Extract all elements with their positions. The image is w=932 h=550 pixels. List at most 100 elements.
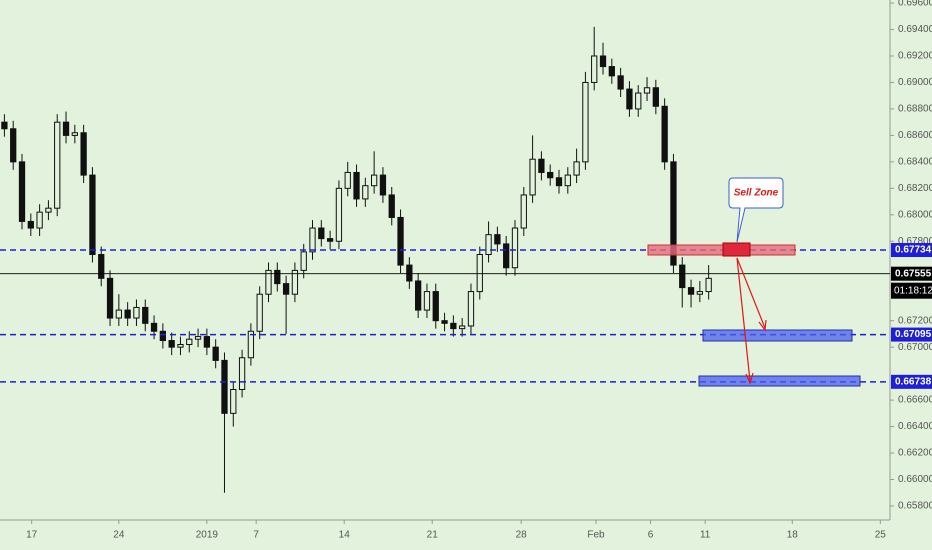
y-tick-label: 0.66200: [898, 448, 932, 459]
candle-body: [221, 359, 228, 414]
plot-area: [0, 26, 890, 493]
price-level-tag: [891, 327, 932, 342]
arrow-head: [758, 319, 767, 332]
y-tick-label: 0.68800: [898, 104, 932, 115]
x-tick-label: 11: [700, 530, 711, 541]
candle-body: [291, 269, 299, 295]
candle-body: [705, 277, 712, 293]
candle-body: [415, 280, 422, 311]
x-tick-label: 18: [787, 530, 799, 541]
x-tick-label: 24: [113, 530, 125, 541]
candle-body: [599, 55, 607, 68]
candle-body: [617, 75, 624, 90]
candle-body: [353, 171, 360, 200]
candle-body: [230, 389, 237, 414]
x-tick-label: Feb: [587, 530, 605, 541]
candle-body: [142, 306, 149, 324]
candle-body: [388, 194, 395, 218]
x-tick-label: 25: [875, 530, 887, 541]
candle-body: [309, 227, 316, 253]
candle-body: [80, 132, 87, 176]
target-box: [698, 375, 861, 387]
countdown-tag: [891, 282, 932, 299]
callout: [728, 177, 784, 243]
y-tick-label: 0.66000: [898, 474, 932, 485]
candle-body: [520, 194, 527, 229]
candle-body: [344, 171, 351, 189]
y-tick-label: 0.68000: [898, 209, 932, 220]
x-tick-label: 14: [339, 530, 351, 541]
y-tick-label: 0.69600: [898, 0, 932, 9]
candle-body: [300, 251, 307, 271]
x-tick-label: 2019: [196, 530, 219, 541]
candle-body: [450, 322, 457, 330]
candle-body: [494, 234, 501, 245]
candle-body: [106, 277, 114, 319]
drawings: Sell Zone: [647, 177, 861, 387]
candle-body: [256, 293, 263, 332]
y-tick-label: 0.68400: [898, 157, 932, 168]
y-tick-label: 0.68600: [898, 130, 932, 141]
candle-body: [124, 309, 131, 319]
candle-body: [485, 234, 492, 256]
candle-body: [71, 132, 78, 136]
candle-body: [476, 254, 483, 293]
candle-body: [432, 291, 439, 322]
candle-body: [370, 174, 378, 187]
candle-body: [1, 121, 8, 130]
candle-body: [98, 254, 105, 279]
candle-body: [194, 336, 202, 340]
candle-body: [564, 174, 571, 187]
x-tick-label: 6: [648, 530, 654, 541]
y-tick-label: 0.69000: [898, 77, 932, 88]
candle-body: [379, 174, 387, 196]
callout-text: Sell Zone: [734, 188, 779, 199]
candle-body: [274, 269, 281, 285]
candle-body: [503, 243, 510, 269]
candle-body: [318, 227, 325, 240]
candle-body: [661, 105, 668, 163]
countdown: 01:18:12: [894, 285, 932, 296]
candle-body: [423, 291, 431, 311]
y-tick-label: 0.67800: [898, 236, 932, 247]
candle-body: [696, 291, 703, 295]
candle-body: [36, 211, 43, 229]
price-level-label: 0.67555: [895, 268, 932, 279]
entry-box: [722, 242, 751, 257]
candle-body: [459, 325, 466, 330]
candle-body: [406, 264, 413, 282]
candle-body: [626, 88, 633, 110]
candle-body: [335, 187, 343, 242]
axes: 0.69600 0.69400 0.69200 0.69000 0.68800 0.686…: [26, 0, 932, 541]
x-tick-label: 21: [427, 530, 439, 541]
y-tick-label: 0.69200: [898, 51, 932, 62]
y-tick-label: 0.67200: [898, 315, 932, 326]
candle-body: [62, 121, 70, 136]
arrow: [736, 257, 766, 329]
candle-body: [89, 174, 96, 256]
candle-body: [133, 306, 140, 319]
candle-body: [326, 238, 334, 242]
candle-body: [265, 269, 272, 295]
candle-body: [362, 185, 369, 200]
y-tick-label: 0.68200: [898, 183, 932, 194]
price-level-tag: [891, 266, 932, 281]
candle-body: [555, 177, 563, 187]
price-level-tag: [891, 374, 932, 389]
x-tick-label: 17: [26, 530, 38, 541]
candle-body: [635, 92, 642, 110]
candle-body: [467, 291, 475, 327]
price-level-label: 0.66738: [895, 376, 932, 387]
candle-body: [150, 322, 158, 332]
candle-body: [45, 207, 52, 213]
arrow-head: [745, 372, 754, 385]
arrow: [736, 257, 751, 382]
candle-body: [238, 357, 246, 391]
candle-body: [511, 227, 519, 269]
sell-zone-box: [647, 244, 796, 256]
candle-body: [441, 320, 448, 324]
candle-body: [168, 340, 175, 348]
candle-body: [538, 158, 545, 173]
target-box: [702, 329, 853, 342]
